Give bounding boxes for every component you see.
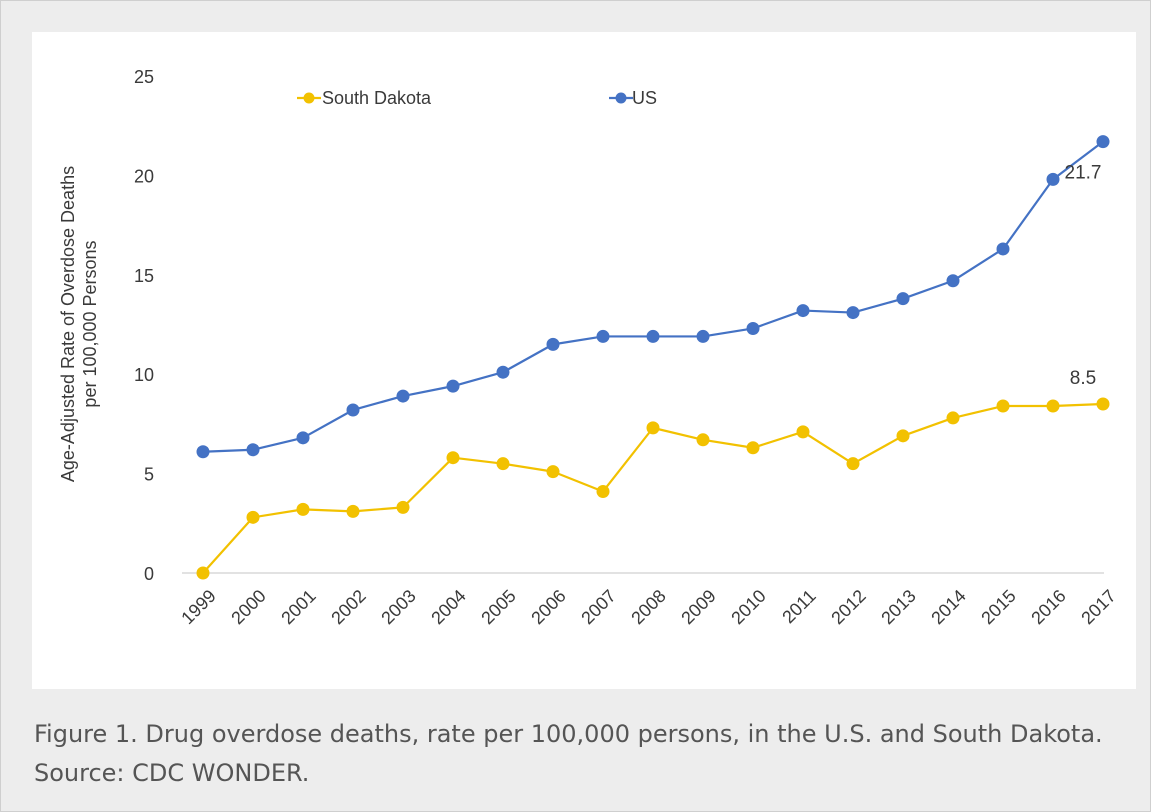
x-tick-label: 2014 (927, 586, 969, 628)
data-point-south-dakota (947, 411, 960, 424)
data-point-south-dakota (797, 425, 810, 438)
x-tick-label: 2009 (677, 586, 719, 628)
data-point-us (647, 330, 660, 343)
x-tick-label: 2003 (377, 586, 419, 628)
legend-label-south-dakota: South Dakota (322, 88, 432, 108)
data-point-us (1097, 135, 1110, 148)
x-tick-label: 2000 (227, 586, 269, 628)
series-line-us (203, 142, 1103, 452)
x-tick-label: 2013 (877, 586, 919, 628)
data-point-south-dakota (397, 501, 410, 514)
data-point-south-dakota (747, 441, 760, 454)
legend-swatch-marker-us (616, 93, 627, 104)
data-point-us (847, 306, 860, 319)
data-point-south-dakota (597, 485, 610, 498)
figure-caption: Figure 1. Drug overdose deaths, rate per… (34, 715, 1124, 793)
data-point-south-dakota (697, 433, 710, 446)
y-tick-label: 15 (134, 266, 154, 286)
end-value-label-us: 21.7 (1065, 163, 1102, 184)
data-point-south-dakota (297, 503, 310, 516)
data-point-us (247, 443, 260, 456)
y-tick-label: 5 (144, 465, 154, 485)
data-point-south-dakota (1097, 398, 1110, 411)
x-tick-label: 1999 (177, 586, 219, 628)
data-point-us (347, 403, 360, 416)
data-point-us (747, 322, 760, 335)
x-tick-label: 2008 (627, 586, 669, 628)
data-point-south-dakota (997, 400, 1010, 413)
data-point-us (797, 304, 810, 317)
data-point-us (597, 330, 610, 343)
data-point-south-dakota (897, 429, 910, 442)
x-tick-label: 2006 (527, 586, 569, 628)
legend-label-us: US (632, 88, 657, 108)
data-point-us (947, 274, 960, 287)
x-tick-label: 2005 (477, 586, 519, 628)
x-tick-label: 2012 (827, 586, 869, 628)
y-tick-label: 25 (134, 67, 154, 87)
data-point-us (697, 330, 710, 343)
data-point-us (997, 242, 1010, 255)
data-point-south-dakota (347, 505, 360, 518)
data-point-us (397, 390, 410, 403)
x-tick-label: 2004 (427, 586, 469, 628)
x-tick-label: 2016 (1027, 586, 1069, 628)
x-tick-label: 2011 (778, 586, 820, 628)
data-point-south-dakota (547, 465, 560, 478)
data-point-us (897, 292, 910, 305)
x-tick-label: 2001 (277, 586, 319, 628)
data-point-south-dakota (847, 457, 860, 470)
data-point-us (1047, 173, 1060, 186)
data-point-south-dakota (497, 457, 510, 470)
x-tick-label: 2017 (1077, 586, 1119, 628)
x-tick-label: 2002 (327, 586, 369, 628)
y-tick-label: 10 (134, 365, 154, 385)
data-point-south-dakota (647, 421, 660, 434)
data-point-south-dakota (447, 451, 460, 464)
data-point-us (447, 380, 460, 393)
x-tick-label: 2007 (577, 586, 619, 628)
data-point-us (197, 445, 210, 458)
y-tick-label: 20 (134, 166, 154, 186)
data-point-us (547, 338, 560, 351)
y-axis-title-line: per 100,000 Persons (80, 240, 100, 407)
data-point-south-dakota (1047, 400, 1060, 413)
data-point-south-dakota (247, 511, 260, 524)
y-axis-title-line: Age-Adjusted Rate of Overdose Deaths (58, 166, 78, 482)
data-point-us (497, 366, 510, 379)
legend-swatch-marker-south-dakota (304, 93, 315, 104)
x-tick-label: 2010 (727, 586, 769, 628)
x-tick-label: 2015 (977, 586, 1019, 628)
chart-card: 0 5 10 15 20 25 1999 2000 2001 2002 2003 2004 2005 20… (32, 32, 1136, 689)
data-point-us (297, 431, 310, 444)
y-tick-label: 0 (144, 564, 154, 584)
end-value-label-south-dakota: 8.5 (1070, 368, 1096, 389)
data-point-south-dakota (197, 567, 210, 580)
